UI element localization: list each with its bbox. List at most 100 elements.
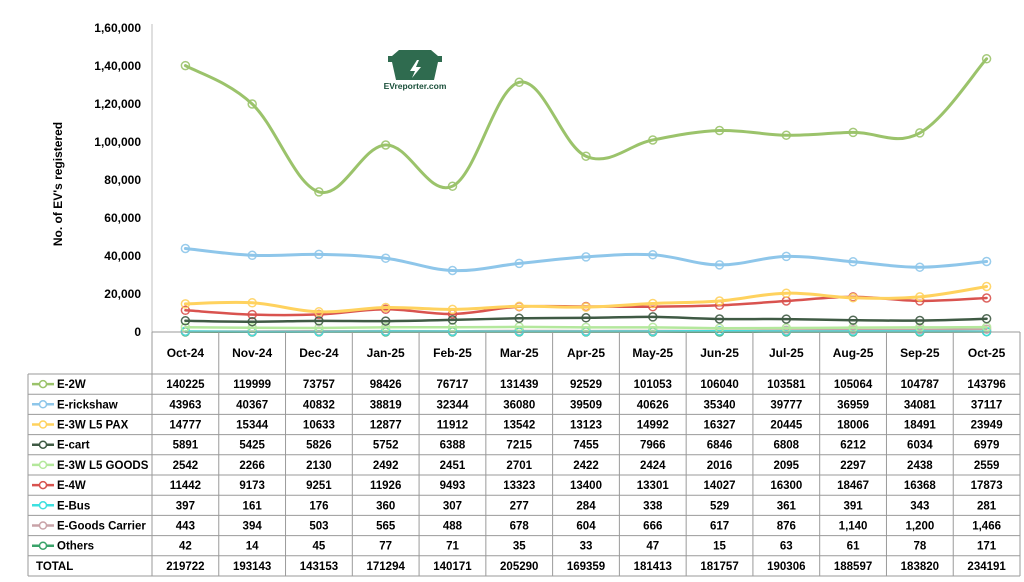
data-point [648,298,658,309]
table-row: E-Bus 397 161 176 360 307 277 284 338 529 361 391 34… [32,500,997,512]
data-cell: 38819 [370,399,402,411]
data-point [447,265,458,276]
data-cell: 14777 [169,420,201,432]
x-category-label: Dec-24 [299,346,339,360]
data-cell: 104787 [901,379,939,391]
data-cell: 15344 [236,420,269,432]
legend-label: E-cart [57,440,90,452]
data-point [247,309,257,320]
total-label: TOTAL [36,561,73,573]
data-cell: 140225 [166,379,205,391]
data-cell: 39509 [570,399,602,411]
total-cell: 234191 [967,561,1006,573]
data-cell: 565 [376,521,396,533]
data-cell: 47 [646,541,659,553]
legend-label: E-Goods Carrier [57,521,146,533]
data-point [714,125,725,136]
data-point [648,250,658,260]
data-cell: 11912 [437,420,468,432]
data-point [648,135,658,145]
x-category-label: Sep-25 [900,346,940,360]
data-point [781,288,792,298]
data-point [848,257,858,267]
x-category-label: Jun-25 [700,346,739,360]
data-cell: 16368 [904,480,937,492]
data-point [447,315,458,325]
data-cell: 171 [977,541,997,553]
x-category-label: Nov-24 [232,346,272,360]
data-cell: 18491 [904,420,937,432]
data-cell: 360 [376,500,395,512]
data-cell: 2701 [506,460,532,472]
legend-marker [38,541,48,550]
legend-marker [38,521,48,530]
data-cell: 2492 [373,460,399,472]
data-point [648,312,658,322]
table-row: E-4W 11442 9173 9251 11926 9493 13323 13400 1330… [32,480,1003,492]
data-point [247,250,257,261]
data-point [447,304,458,315]
total-cell: 181413 [634,561,672,573]
data-point [514,77,524,88]
data-point [981,54,992,64]
data-cell: 37117 [971,399,1002,411]
data-point [781,251,792,262]
data-cell: 397 [176,500,195,512]
data-point [714,296,725,306]
data-cell: 617 [710,521,729,533]
data-point [915,262,925,272]
total-cell: 143153 [300,561,338,573]
data-point [380,140,391,150]
data-cell: 78 [913,541,926,553]
data-cell: 343 [910,500,929,512]
data-cell: 13323 [503,480,535,492]
data-point [247,298,257,308]
data-cell: 36959 [837,399,869,411]
series-line [183,247,989,273]
total-cell: 181757 [700,561,738,573]
data-cell: 34081 [904,399,937,411]
data-point [180,60,191,71]
data-cell: 17873 [971,480,1003,492]
data-cell: 161 [243,500,263,512]
data-cell: 678 [510,521,530,533]
data-cell: 16327 [704,420,736,432]
data-point [314,187,324,197]
data-point [848,127,858,138]
data-cell: 77 [379,541,392,553]
data-cell: 6979 [974,440,1000,452]
data-point [180,299,191,309]
table-row: E-cart 5891 5425 5826 5752 6388 7215 7455 7966 68… [32,440,999,452]
legend-marker [38,400,48,409]
legend-label: E-Bus [57,500,90,512]
data-cell: 2016 [707,460,733,472]
x-category-label: Apr-25 [567,346,605,360]
data-cell: 10633 [303,420,335,432]
data-cell: 18467 [837,480,869,492]
data-cell: 2451 [440,460,466,472]
data-cell: 39777 [770,399,802,411]
data-cell: 876 [777,521,796,533]
data-cell: 40626 [637,399,669,411]
data-cell: 43963 [169,399,201,411]
legend-marker [38,480,48,490]
data-point [981,313,992,324]
data-point [314,307,324,317]
data-cell: 9251 [306,480,332,492]
data-cell: 7215 [506,440,532,452]
total-cell: 205290 [500,561,538,573]
data-cell: 361 [777,500,797,512]
y-tick-label: 40,000 [104,249,141,263]
x-category-label: May-25 [632,346,673,360]
data-cell: 281 [977,500,997,512]
data-point [915,128,925,138]
data-point [314,249,324,260]
data-cell: 101053 [634,379,672,391]
data-cell: 394 [243,521,263,533]
data-cell: 143796 [967,379,1005,391]
data-cell: 36080 [503,399,535,411]
data-point [247,99,257,109]
table-row: E-Goods Carrier 443 394 503 565 488 678 604 666 6… [32,521,1001,533]
lightning-icon [410,60,421,78]
total-cell: 193143 [233,561,271,573]
